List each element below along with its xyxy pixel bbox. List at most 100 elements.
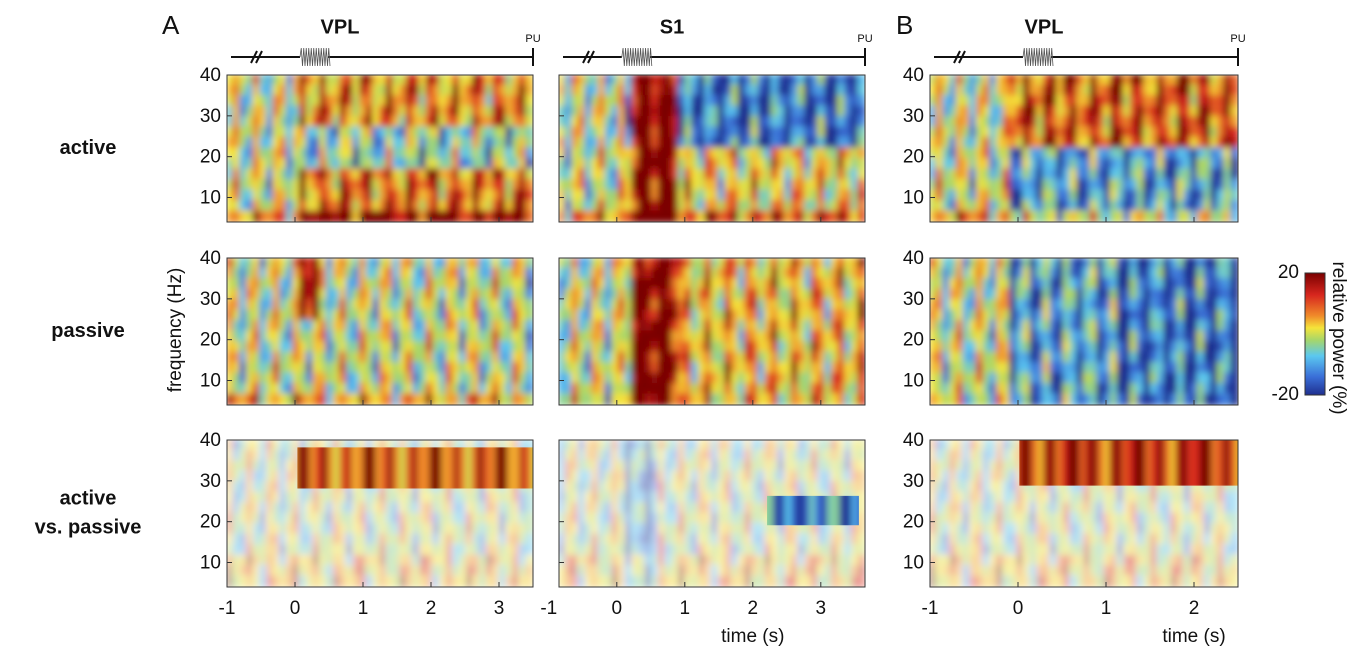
heat-cell <box>513 441 520 494</box>
y-tick-label: 20 <box>200 512 221 533</box>
heat-cell <box>537 441 544 494</box>
column-title: S1 <box>660 16 684 38</box>
panel-letter: B <box>896 10 913 40</box>
marker-label: PU <box>857 33 872 45</box>
significant-cells <box>761 490 870 531</box>
significant-region <box>291 441 544 494</box>
heat-cell <box>483 441 490 494</box>
heat-cell <box>501 441 508 494</box>
heat-cell <box>797 490 804 531</box>
heat-cell <box>405 441 412 494</box>
heat-cell <box>429 441 436 494</box>
marker-label: PU <box>525 33 540 45</box>
x-tick-label: -1 <box>540 598 557 619</box>
heat-cell <box>303 441 310 494</box>
heat-cell <box>839 490 846 531</box>
heat-cell <box>387 441 394 494</box>
heat-cell <box>519 441 526 494</box>
heatmap-cells <box>929 257 1239 406</box>
y-tick-label: 10 <box>200 371 221 392</box>
heatmap-cells <box>558 74 866 223</box>
x-tick-label: 1 <box>680 598 691 619</box>
y-axis-label: frequency (Hz) <box>165 268 186 393</box>
x-tick-label: 0 <box>612 598 623 619</box>
heat-cell <box>357 441 364 494</box>
x-tick-label: 1 <box>358 598 369 619</box>
heat-cell <box>321 441 328 494</box>
heat-cell <box>393 441 400 494</box>
heat-cell <box>381 441 388 494</box>
heat-cell <box>851 490 858 531</box>
y-tick-label: 40 <box>200 248 221 269</box>
heat-cell <box>375 441 382 494</box>
heat-cell <box>465 441 472 494</box>
heat-cell <box>531 441 538 494</box>
x-tick-label: 3 <box>816 598 827 619</box>
heatmap-cells <box>226 74 534 223</box>
heat-cell <box>779 490 786 531</box>
heat-cell <box>767 490 774 531</box>
y-tick-label: 10 <box>200 553 221 574</box>
y-tick-label: 30 <box>200 106 221 127</box>
significant-region <box>761 490 870 531</box>
y-tick-label: 30 <box>200 471 221 492</box>
heatmap <box>558 257 866 406</box>
heat-cell <box>815 490 822 531</box>
heat-cell <box>827 490 834 531</box>
heat-cell <box>297 441 304 494</box>
y-tick-label: 20 <box>200 147 221 168</box>
y-tick-label: 40 <box>903 65 924 86</box>
x-tick-label: 2 <box>426 598 437 619</box>
heat-cell <box>363 441 370 494</box>
x-tick-label: -1 <box>219 598 236 619</box>
y-tick-label: 20 <box>903 147 924 168</box>
heat-cell <box>399 441 406 494</box>
significant-cells <box>291 441 544 494</box>
heat-cell <box>441 441 448 494</box>
heat-cell <box>489 441 496 494</box>
y-tick-label: 40 <box>200 430 221 451</box>
column-title: VPL <box>321 16 360 38</box>
y-tick-label: 30 <box>200 289 221 310</box>
heat-cell <box>435 441 442 494</box>
x-tick-label: 3 <box>494 598 505 619</box>
heat-cell <box>369 441 376 494</box>
heatmap <box>226 257 534 406</box>
heat-cell <box>351 441 358 494</box>
heat-cell <box>411 441 418 494</box>
heatmap <box>929 257 1239 406</box>
heatmap <box>929 74 1239 223</box>
heat-cell <box>315 441 322 494</box>
heat-cell <box>453 441 460 494</box>
y-tick-label: 20 <box>200 330 221 351</box>
heat-cell <box>423 441 430 494</box>
heat-cell <box>803 490 810 531</box>
heat-cell <box>507 441 514 494</box>
heat-cell <box>459 441 466 494</box>
heat-cell <box>447 441 454 494</box>
heat-cell <box>833 490 840 531</box>
heat-cell <box>785 490 792 531</box>
heat-cell <box>525 441 532 494</box>
heat-cell <box>495 441 502 494</box>
heat-cell <box>333 441 340 494</box>
heatmap-cells <box>929 74 1239 223</box>
heat-cell <box>417 441 424 494</box>
heatmap <box>226 439 544 588</box>
y-tick-label: 10 <box>903 188 924 209</box>
heatmap-cells <box>226 257 534 406</box>
heat-cell <box>339 441 346 494</box>
heat-cell <box>791 490 798 531</box>
heatmap <box>558 74 866 223</box>
y-tick-label: 30 <box>903 106 924 127</box>
heatmap <box>558 439 870 588</box>
heat-cell <box>845 490 852 531</box>
y-tick-label: 10 <box>200 188 221 209</box>
heat-cell <box>471 441 478 494</box>
heat-cell <box>809 490 816 531</box>
heat-cell <box>309 441 316 494</box>
x-tick-label: 0 <box>290 598 301 619</box>
heatmap-cells <box>558 257 866 406</box>
heatmap <box>226 74 534 223</box>
